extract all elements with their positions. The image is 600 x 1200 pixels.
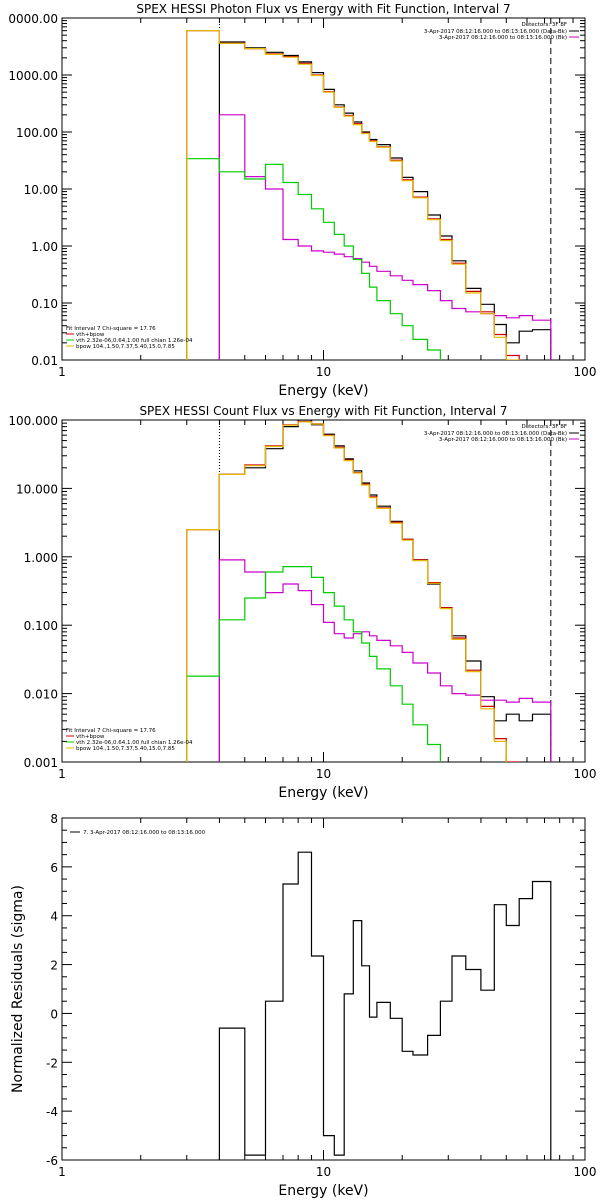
legend-header: Detectors: 3F 8F [521,424,567,430]
legend-entry-label: vth+bpow [76,734,105,740]
y-tick-label: -6 [46,1154,58,1168]
y-ticks: 0.01 0.10 1.00 10.00 100.00 1000.00 0000.00 [8,12,585,368]
x-tick-label: 10 [316,767,331,781]
x-ticks: 1 10 100 [58,420,596,781]
legend-entry-label: vth 2.32e-06,0.64,1.00 full chian 1.26e-… [76,338,193,344]
x-axis-label: Energy (keV) [278,785,368,801]
y-tick-label: 0.10 [31,297,58,311]
panel-2: SPEX HESSI Count Flux vs Energy with Fit… [8,404,596,801]
legend-entry-label: vth+bpow [76,332,105,338]
x-tick-label: 10 [316,365,331,379]
y-tick-label: 10.000 [16,482,58,496]
legend-bottom: Fit Interval 7 Chi-square = 17.76vth+bpo… [66,326,193,350]
chart-title: SPEX HESSI Count Flux vs Energy with Fit… [139,404,507,418]
series-bpow [186,30,520,360]
panel-1: SPEX HESSI Photon Flux vs Energy with Fi… [8,2,596,399]
legend-header: Detectors: 3F 8F [521,22,567,28]
legend-entry-label: 7. 3-Apr-2017 08:12:16.000 to 08:13:16.0… [83,830,206,836]
y-ticks: -6 -4 -2 0 2 4 6 8 [46,812,585,1168]
y-tick-label: 100.000 [8,414,58,428]
y-tick-label: -4 [46,1105,58,1119]
y-axis-label: Normalized Residuals (sigma) [10,885,26,1093]
y-tick-label: 4 [50,910,58,924]
y-tick-label: 1.000 [24,551,58,565]
legend-top: Detectors: 3F 8F3-Apr-2017 08:12:16.000 … [424,22,579,41]
series-residuals [218,851,552,1160]
y-ticks: 0.001 0.010 0.100 1.000 10.000 100.000 [8,414,585,770]
y-tick-label: 0.001 [24,756,58,770]
x-tick-label: 1 [58,365,66,379]
legend-entry-label: 3-Apr-2017 08:12:16.000 to 08:13:16.000 … [439,35,567,41]
y-tick-label: 8 [50,812,58,826]
legend-header: Fit Interval 7 Chi-square = 17.76 [66,326,156,332]
legend-entry-label: 3-Apr-2017 08:12:16.000 to 08:13:16.000 … [439,437,567,443]
y-tick-label: 100.00 [16,126,58,140]
y-tick-label: 0.01 [31,354,58,368]
y-tick-label: 0 [50,1007,58,1021]
y-tick-label: 10.00 [24,183,58,197]
series-group [186,420,552,762]
legend-entry-label: 3-Apr-2017 08:12:16.000 to 08:13:16.000 … [424,431,567,437]
x-ticks: 1 10 100 [58,818,596,1179]
x-tick-label: 100 [574,1165,597,1179]
plot-frame [61,17,586,361]
series-bpow [186,421,507,762]
series-vth [186,566,441,762]
legend-top: Detectors: 3F 8F3-Apr-2017 08:12:16.000 … [424,424,579,443]
series-vth [186,158,441,360]
legend-entry-label: bpow 104.,1.50,7.37,5.40,15.0,7.85 [76,746,175,752]
x-tick-label: 1 [58,767,66,781]
x-axis-label: Energy (keV) [278,383,368,399]
legend-entry-label: 3-Apr-2017 08:12:16.000 to 08:13:16.000 … [424,29,567,35]
series-data-bk [218,420,552,762]
y-tick-label: -2 [46,1056,58,1070]
legend-entry-label: bpow 104.,1.50,7.37,5.40,15.0,7.85 [76,344,175,350]
series-group [218,851,552,1160]
x-ticks: 1 10 100 [58,18,596,379]
x-tick-label: 1 [58,1165,66,1179]
series-bk [218,114,552,360]
chart-title: SPEX HESSI Photon Flux vs Energy with Fi… [136,2,510,16]
panel-3: 1 10 100 -6 -4 -2 0 2 4 6 8 Energy (keV) Normalized … [10,812,596,1199]
legend-top: 7. 3-Apr-2017 08:12:16.000 to 08:13:16.0… [70,830,206,836]
x-tick-label: 100 [574,365,597,379]
y-tick-label: 0000.00 [8,12,58,26]
y-tick-label: 2 [50,959,58,973]
legend-header: Fit Interval 7 Chi-square = 17.76 [66,728,156,734]
legend-bottom: Fit Interval 7 Chi-square = 17.76vth+bpo… [66,728,193,752]
x-tick-label: 100 [574,767,597,781]
y-tick-label: 0.010 [24,688,58,702]
series-group [186,30,552,360]
x-axis-label: Energy (keV) [278,1183,368,1199]
y-tick-label: 1.00 [31,240,58,254]
x-tick-label: 10 [316,1165,331,1179]
series-data-bk [218,41,552,360]
series-bk [218,559,552,762]
y-tick-label: 1000.00 [8,69,58,83]
y-tick-label: 0.100 [24,619,58,633]
legend-entry-label: vth 2.32e-06,0.64,1.00 full chian 1.26e-… [76,740,193,746]
y-tick-label: 6 [50,861,58,875]
